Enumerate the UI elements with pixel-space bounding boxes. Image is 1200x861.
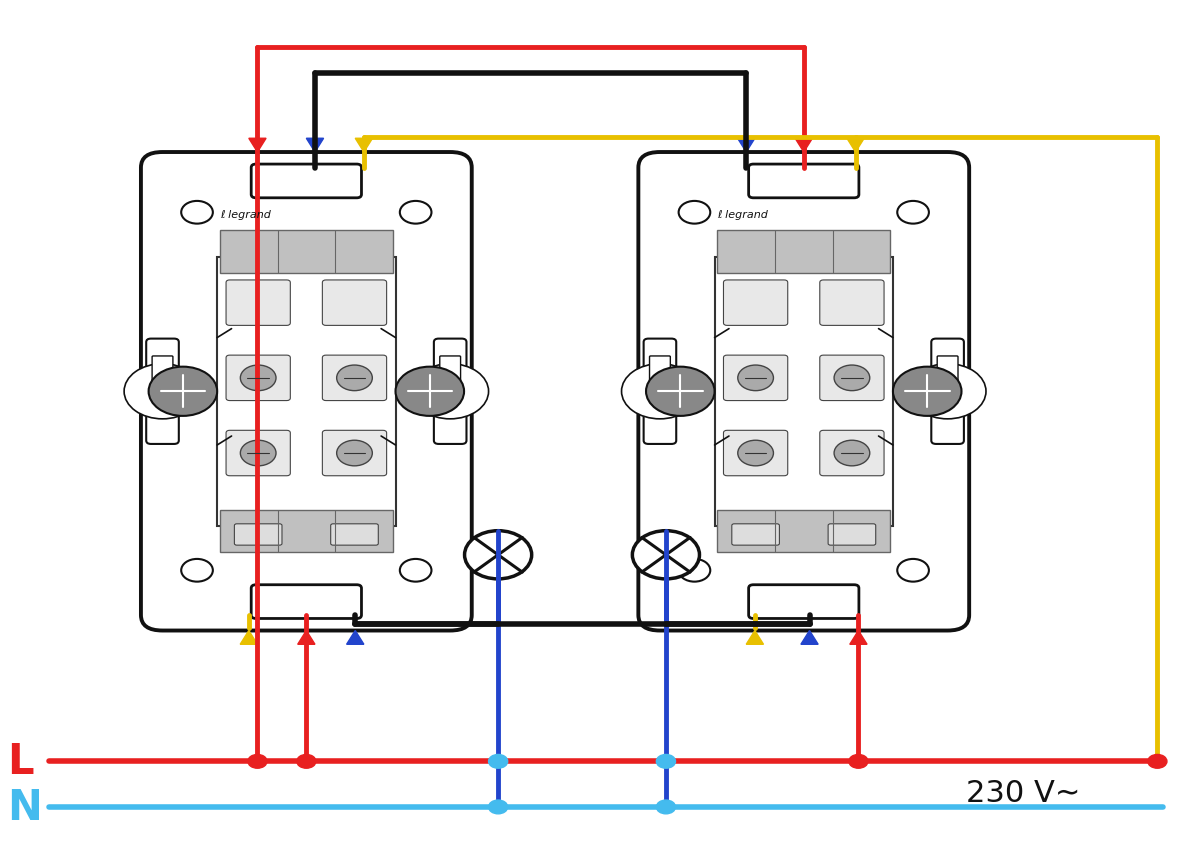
FancyBboxPatch shape <box>638 153 970 631</box>
FancyBboxPatch shape <box>323 281 386 326</box>
FancyBboxPatch shape <box>217 257 396 526</box>
Circle shape <box>248 754 268 768</box>
FancyBboxPatch shape <box>226 356 290 401</box>
Polygon shape <box>347 631 364 645</box>
FancyBboxPatch shape <box>439 356 461 383</box>
Polygon shape <box>306 139 324 153</box>
Polygon shape <box>248 139 266 153</box>
Circle shape <box>656 800 676 814</box>
Polygon shape <box>800 631 818 645</box>
Polygon shape <box>298 631 314 645</box>
FancyBboxPatch shape <box>820 281 884 326</box>
Circle shape <box>834 441 870 467</box>
Text: L: L <box>7 740 34 783</box>
Circle shape <box>124 364 200 419</box>
Circle shape <box>400 201 432 225</box>
Circle shape <box>898 201 929 225</box>
Polygon shape <box>355 139 372 153</box>
FancyBboxPatch shape <box>643 339 677 444</box>
Circle shape <box>679 560 710 582</box>
Text: N: N <box>7 786 42 828</box>
Circle shape <box>181 201 212 225</box>
FancyBboxPatch shape <box>718 231 890 273</box>
FancyBboxPatch shape <box>828 524 876 546</box>
Circle shape <box>910 364 986 419</box>
Text: ℓ legrand: ℓ legrand <box>220 209 271 220</box>
FancyBboxPatch shape <box>251 164 361 199</box>
Circle shape <box>337 366 372 391</box>
FancyBboxPatch shape <box>220 511 392 553</box>
Polygon shape <box>240 631 258 645</box>
FancyBboxPatch shape <box>251 585 361 619</box>
FancyBboxPatch shape <box>724 281 787 326</box>
FancyBboxPatch shape <box>820 430 884 476</box>
FancyBboxPatch shape <box>220 231 392 273</box>
FancyBboxPatch shape <box>152 356 173 383</box>
FancyBboxPatch shape <box>226 281 290 326</box>
Circle shape <box>656 754 676 768</box>
FancyBboxPatch shape <box>323 430 386 476</box>
Circle shape <box>893 368 961 417</box>
FancyBboxPatch shape <box>714 257 893 526</box>
Polygon shape <box>746 631 763 645</box>
FancyBboxPatch shape <box>724 356 787 401</box>
Circle shape <box>396 368 464 417</box>
Circle shape <box>149 368 217 417</box>
Circle shape <box>488 754 508 768</box>
Text: 230 V∼: 230 V∼ <box>966 778 1080 808</box>
Circle shape <box>622 364 698 419</box>
Circle shape <box>1147 754 1166 768</box>
FancyBboxPatch shape <box>732 524 780 546</box>
Polygon shape <box>738 139 755 153</box>
FancyBboxPatch shape <box>718 511 890 553</box>
Circle shape <box>679 201 710 225</box>
Circle shape <box>488 800 508 814</box>
Polygon shape <box>847 139 864 153</box>
Circle shape <box>848 754 868 768</box>
FancyBboxPatch shape <box>434 339 467 444</box>
Circle shape <box>337 441 372 467</box>
FancyBboxPatch shape <box>331 524 378 546</box>
Text: ℓ legrand: ℓ legrand <box>718 209 768 220</box>
FancyBboxPatch shape <box>749 585 859 619</box>
Circle shape <box>898 560 929 582</box>
FancyBboxPatch shape <box>749 164 859 199</box>
FancyBboxPatch shape <box>820 356 884 401</box>
Circle shape <box>738 441 774 467</box>
FancyBboxPatch shape <box>146 339 179 444</box>
Circle shape <box>632 531 700 579</box>
FancyBboxPatch shape <box>226 430 290 476</box>
FancyBboxPatch shape <box>649 356 671 383</box>
FancyBboxPatch shape <box>937 356 958 383</box>
FancyBboxPatch shape <box>931 339 964 444</box>
FancyBboxPatch shape <box>323 356 386 401</box>
Circle shape <box>646 368 714 417</box>
Polygon shape <box>850 631 868 645</box>
FancyBboxPatch shape <box>140 153 472 631</box>
Circle shape <box>296 754 316 768</box>
FancyBboxPatch shape <box>724 430 787 476</box>
Circle shape <box>240 366 276 391</box>
Polygon shape <box>796 139 812 153</box>
Circle shape <box>834 366 870 391</box>
Circle shape <box>400 560 432 582</box>
Circle shape <box>181 560 212 582</box>
FancyBboxPatch shape <box>234 524 282 546</box>
Circle shape <box>464 531 532 579</box>
Circle shape <box>240 441 276 467</box>
Circle shape <box>738 366 774 391</box>
Circle shape <box>412 364 488 419</box>
